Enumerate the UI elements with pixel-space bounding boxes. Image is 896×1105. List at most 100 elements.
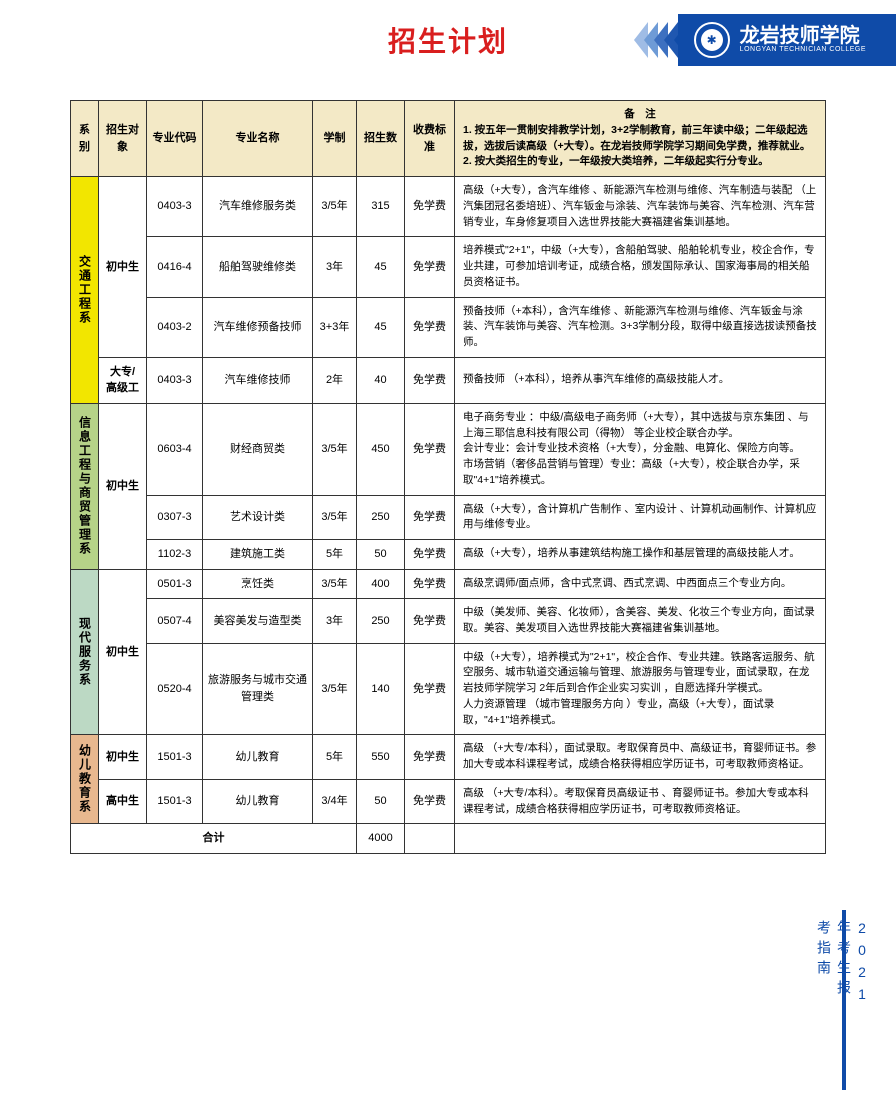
th-code: 专业代码 xyxy=(147,101,203,177)
remark-cell: 中级（美发师、美容、化妆师），含美容、美发、化妆三个专业方向，面试录取。美容、美… xyxy=(455,599,826,644)
remark-cell: 中级（+大专），培养模式为"2+1"，校企合作、专业共建。铁路客运服务、航空服务… xyxy=(455,643,826,735)
notes-title: 备 注 xyxy=(463,107,817,123)
dept-cell: 交通工程系 xyxy=(71,177,99,404)
table-row: 1102-3建筑施工类5年50免学费高级（+大专），培养从事建筑结构施工操作和基… xyxy=(71,540,826,570)
target-cell: 初中生 xyxy=(99,403,147,569)
name-cell: 汽车维修预备技师 xyxy=(203,297,313,357)
code-cell: 0403-3 xyxy=(147,357,203,403)
remark-cell: 高级（+大专），含计算机广告制作 、室内设计 、计算机动画制作、计算机应用与维修… xyxy=(455,495,826,540)
dur-cell: 3年 xyxy=(313,599,357,644)
dept-cell: 幼儿教育系 xyxy=(71,735,99,824)
num-cell: 45 xyxy=(357,297,405,357)
name-cell: 美容美发与造型类 xyxy=(203,599,313,644)
th-notes: 备 注 1. 按五年一贯制安排教学计划，3+2学制教育，前三年读中级；二年级起选… xyxy=(455,101,826,177)
num-cell: 140 xyxy=(357,643,405,735)
num-cell: 550 xyxy=(357,735,405,780)
dept-cell: 现代服务系 xyxy=(71,569,99,735)
code-cell: 0603-4 xyxy=(147,403,203,495)
num-cell: 40 xyxy=(357,357,405,403)
name-cell: 建筑施工类 xyxy=(203,540,313,570)
remark-cell: 高级（+大专），含汽车维修 、新能源汽车检测与维修、汽车制造与装配 （上汽集团冠… xyxy=(455,177,826,237)
admissions-table: 系别 招生对象 专业代码 专业名称 学制 招生数 收费标准 备 注 1. 按五年… xyxy=(70,100,826,854)
target-cell: 初中生 xyxy=(99,735,147,780)
num-cell: 400 xyxy=(357,569,405,599)
code-cell: 0501-3 xyxy=(147,569,203,599)
fee-cell: 免学费 xyxy=(405,540,455,570)
code-cell: 0403-3 xyxy=(147,177,203,237)
dur-cell: 3/5年 xyxy=(313,495,357,540)
college-name-cn: 龙岩技师学院 xyxy=(740,26,866,46)
th-duration: 学制 xyxy=(313,101,357,177)
total-row: 合计4000 xyxy=(71,824,826,854)
name-cell: 烹饪类 xyxy=(203,569,313,599)
remark-cell: 预备技师（+本科），含汽车维修 、新能源汽车检测与维修、汽车钣金与涂装、汽车装饰… xyxy=(455,297,826,357)
fee-cell: 免学费 xyxy=(405,495,455,540)
table-row: 大专/ 高级工0403-3汽车维修技师2年40免学费预备技师 （+本科），培养从… xyxy=(71,357,826,403)
target-cell: 初中生 xyxy=(99,177,147,358)
side-label: 2021年考生报考指南 xyxy=(814,920,870,1008)
remark-cell: 预备技师 （+本科），培养从事汽车维修的高级技能人才。 xyxy=(455,357,826,403)
college-banner: ✱ 龙岩技师学院 LONGYAN TECHNICIAN COLLEGE xyxy=(678,14,896,66)
code-cell: 0520-4 xyxy=(147,643,203,735)
table-row: 现代服务系初中生0501-3烹饪类3/5年400免学费高级烹调师/面点师，含中式… xyxy=(71,569,826,599)
dur-cell: 5年 xyxy=(313,735,357,780)
target-cell: 高中生 xyxy=(99,779,147,824)
num-cell: 250 xyxy=(357,599,405,644)
code-cell: 0307-3 xyxy=(147,495,203,540)
college-name-en: LONGYAN TECHNICIAN COLLEGE xyxy=(740,46,866,54)
target-cell: 初中生 xyxy=(99,569,147,735)
fee-cell: 免学费 xyxy=(405,237,455,297)
num-cell: 45 xyxy=(357,237,405,297)
fee-cell: 免学费 xyxy=(405,357,455,403)
dur-cell: 3/5年 xyxy=(313,177,357,237)
college-seal-icon: ✱ xyxy=(694,22,730,58)
table-row: 0520-4旅游服务与城市交通管理类3/5年140免学费中级（+大专），培养模式… xyxy=(71,643,826,735)
num-cell: 315 xyxy=(357,177,405,237)
notes-body: 1. 按五年一贯制安排教学计划，3+2学制教育，前三年读中级；二年级起选拔，选拔… xyxy=(463,124,810,168)
page-title: 招生计划 xyxy=(388,20,508,60)
target-cell: 大专/ 高级工 xyxy=(99,357,147,403)
fee-cell: 免学费 xyxy=(405,779,455,824)
dur-cell: 3/5年 xyxy=(313,569,357,599)
remark-cell: 高级 （+大专/本科）。考取保育员高级证书 、育婴师证书。参加大专或本科课程考试… xyxy=(455,779,826,824)
remark-cell: 高级（+大专），培养从事建筑结构施工操作和基层管理的高级技能人才。 xyxy=(455,540,826,570)
fee-cell: 免学费 xyxy=(405,599,455,644)
dur-cell: 3+3年 xyxy=(313,297,357,357)
name-cell: 船舶驾驶维修类 xyxy=(203,237,313,297)
dur-cell: 3/5年 xyxy=(313,643,357,735)
fee-cell: 免学费 xyxy=(405,403,455,495)
th-count: 招生数 xyxy=(357,101,405,177)
fee-cell: 免学费 xyxy=(405,177,455,237)
code-cell: 0403-2 xyxy=(147,297,203,357)
empty-cell xyxy=(405,824,455,854)
num-cell: 250 xyxy=(357,495,405,540)
num-cell: 450 xyxy=(357,403,405,495)
table-row: 0416-4船舶驾驶维修类3年45免学费培养模式"2+1"，中级（+大专），含船… xyxy=(71,237,826,297)
name-cell: 旅游服务与城市交通管理类 xyxy=(203,643,313,735)
table-header-row: 系别 招生对象 专业代码 专业名称 学制 招生数 收费标准 备 注 1. 按五年… xyxy=(71,101,826,177)
table-row: 0307-3艺术设计类3/5年250免学费高级（+大专），含计算机广告制作 、室… xyxy=(71,495,826,540)
dur-cell: 3/4年 xyxy=(313,779,357,824)
table-container: 系别 招生对象 专业代码 专业名称 学制 招生数 收费标准 备 注 1. 按五年… xyxy=(0,80,896,874)
th-name: 专业名称 xyxy=(203,101,313,177)
code-cell: 1102-3 xyxy=(147,540,203,570)
fee-cell: 免学费 xyxy=(405,735,455,780)
table-row: 幼儿教育系初中生1501-3幼儿教育5年550免学费高级 （+大专/本科），面试… xyxy=(71,735,826,780)
th-fee: 收费标准 xyxy=(405,101,455,177)
num-cell: 50 xyxy=(357,540,405,570)
name-cell: 财经商贸类 xyxy=(203,403,313,495)
name-cell: 艺术设计类 xyxy=(203,495,313,540)
name-cell: 汽车维修技师 xyxy=(203,357,313,403)
dur-cell: 3年 xyxy=(313,237,357,297)
dur-cell: 5年 xyxy=(313,540,357,570)
table-row: 信息工程与商贸管理系初中生0603-4财经商贸类3/5年450免学费电子商务专业… xyxy=(71,403,826,495)
fee-cell: 免学费 xyxy=(405,297,455,357)
name-cell: 汽车维修服务类 xyxy=(203,177,313,237)
code-cell: 1501-3 xyxy=(147,735,203,780)
remark-cell: 高级 （+大专/本科），面试录取。考取保育员中、高级证书，育婴师证书。参加大专或… xyxy=(455,735,826,780)
th-target: 招生对象 xyxy=(99,101,147,177)
th-dept: 系别 xyxy=(71,101,99,177)
dept-cell: 信息工程与商贸管理系 xyxy=(71,403,99,569)
remark-cell: 电子商务专业 ：中级/高级电子商务师（+大专），其中选拔与京东集团 、与上海三耶… xyxy=(455,403,826,495)
table-row: 交通工程系初中生0403-3汽车维修服务类3/5年315免学费高级（+大专），含… xyxy=(71,177,826,237)
